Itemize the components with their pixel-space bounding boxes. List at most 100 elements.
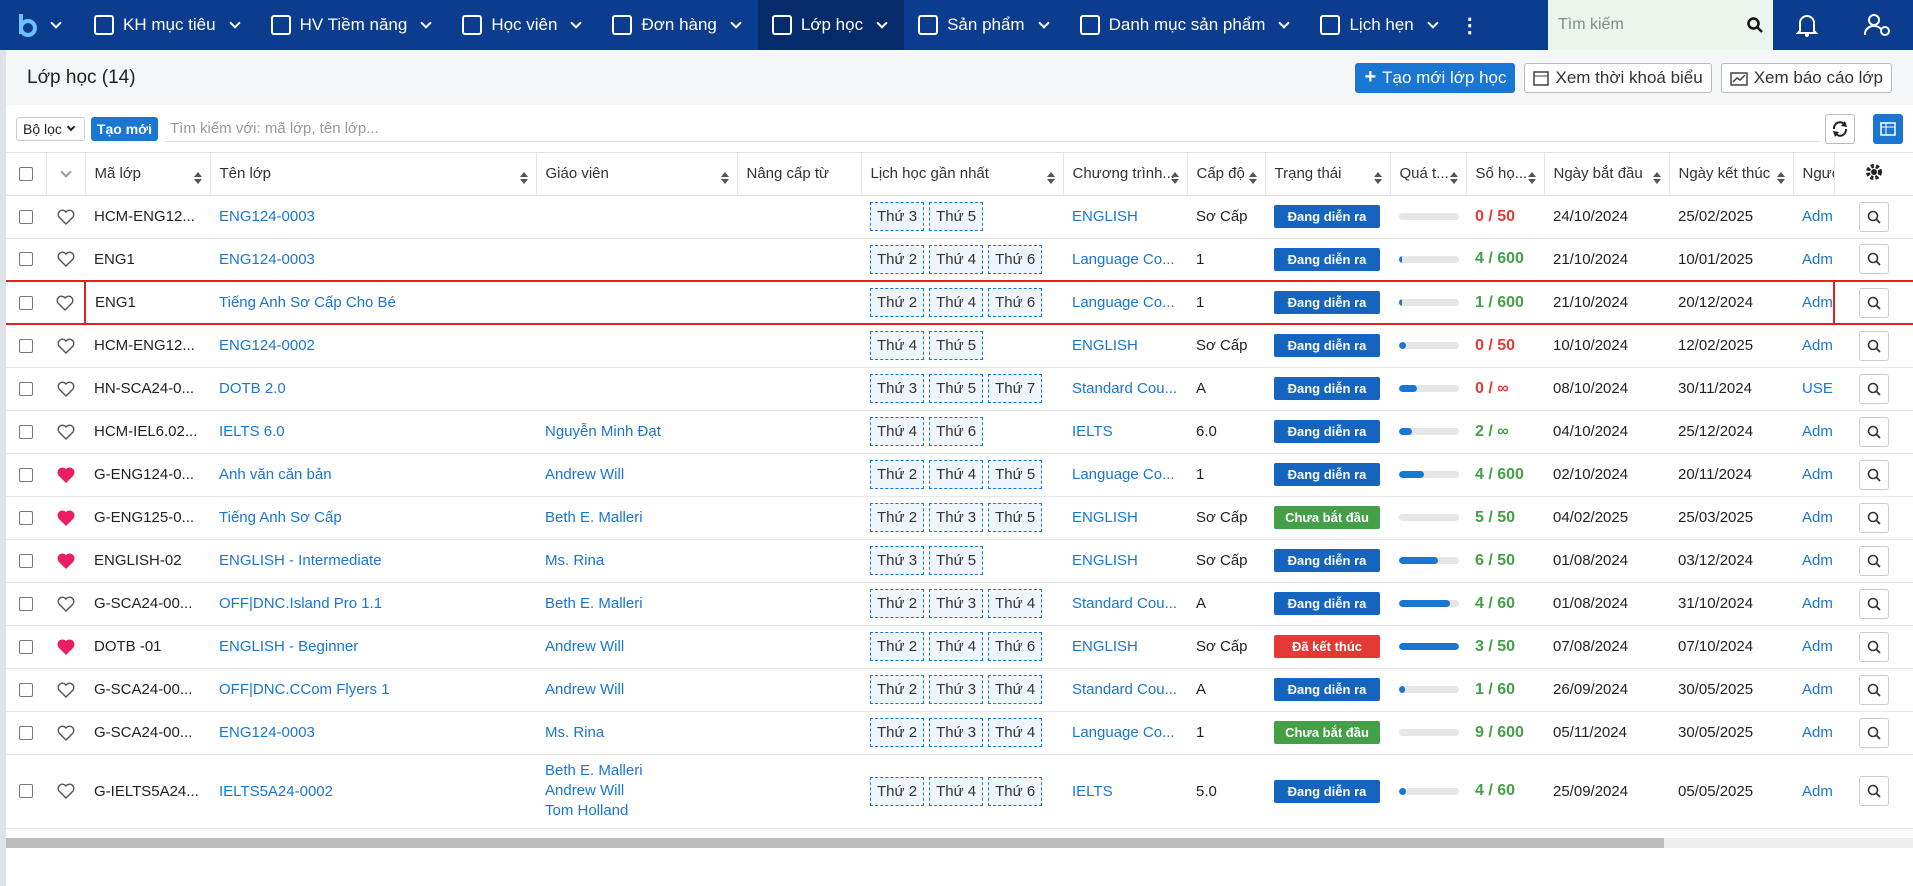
owner[interactable]: Adm <box>1793 668 1834 712</box>
teacher-name[interactable]: Beth E. Malleri <box>545 762 643 779</box>
class-name[interactable]: Tiếng Anh Sơ Cấp Cho Bé <box>210 280 536 325</box>
favorite-icon[interactable] <box>57 338 75 354</box>
view-button[interactable] <box>1859 287 1889 318</box>
checkbox[interactable] <box>19 295 33 310</box>
view-button[interactable] <box>1858 244 1889 275</box>
bell-icon[interactable] <box>1795 13 1818 37</box>
program[interactable]: Standard Cou... <box>1063 668 1187 712</box>
column-header[interactable]: Mã lớp <box>85 153 211 196</box>
favorite-icon[interactable] <box>57 553 75 569</box>
nav-item[interactable]: Sản phẩm <box>904 0 1066 50</box>
favorite-icon[interactable] <box>57 467 75 483</box>
class-name[interactable]: ENG124-0002 <box>210 324 536 368</box>
view-button[interactable] <box>1858 330 1889 361</box>
nav-search[interactable]: Tìm kiếm <box>1548 0 1773 50</box>
nav-item[interactable]: Đơn hàng <box>598 0 757 50</box>
checkbox[interactable] <box>19 209 33 224</box>
column-header[interactable]: Chương trình... <box>1063 153 1188 196</box>
view-button[interactable] <box>1858 201 1889 232</box>
create-button[interactable]: + Tạo mới lớp học <box>1355 62 1516 93</box>
column-header[interactable]: Trạng thái <box>1265 153 1391 196</box>
owner[interactable]: Adm <box>1793 625 1834 669</box>
class-name[interactable]: OFF|DNC.Island Pro 1.1 <box>210 582 536 626</box>
favorite-icon[interactable] <box>57 783 75 799</box>
favorite-icon[interactable] <box>57 639 75 655</box>
owner[interactable]: Adm <box>1793 496 1834 540</box>
program[interactable]: ENGLISH <box>1063 625 1187 669</box>
column-header[interactable]: Ngày bắt đầu <box>1544 153 1670 196</box>
checkbox[interactable] <box>19 553 33 568</box>
checkbox[interactable] <box>19 682 33 697</box>
logo[interactable] <box>0 0 80 50</box>
favorite-icon[interactable] <box>57 209 75 225</box>
checkbox[interactable] <box>19 784 33 798</box>
view-button[interactable] <box>1858 674 1889 705</box>
owner[interactable]: Adm <box>1793 582 1834 626</box>
column-header[interactable]: Số họ... <box>1466 153 1545 196</box>
owner[interactable]: Adm <box>1793 410 1834 454</box>
owner[interactable]: Adm <box>1793 280 1835 325</box>
scroll-thumb[interactable] <box>6 838 1664 848</box>
favorite-icon[interactable] <box>57 251 75 268</box>
column-header[interactable]: Cấp độ <box>1187 153 1266 196</box>
gear-icon[interactable] <box>1865 163 1883 181</box>
checkbox[interactable] <box>19 381 33 396</box>
favorite-icon[interactable] <box>57 424 75 440</box>
column-header[interactable]: Lịch học gần nhất <box>861 153 1064 196</box>
program[interactable]: ENGLISH <box>1063 324 1187 368</box>
view-button[interactable] <box>1858 459 1889 490</box>
column-header[interactable]: Giáo viên <box>536 153 738 196</box>
view-button[interactable] <box>1858 373 1889 404</box>
view-button[interactable] <box>1858 717 1889 748</box>
nav-item[interactable]: Học viên <box>448 0 598 50</box>
grid-view-button[interactable] <box>1873 113 1903 144</box>
owner[interactable]: Adm <box>1793 754 1834 829</box>
column-header[interactable]: Người <box>1793 153 1835 196</box>
teacher-name[interactable]: Ms. Rina <box>545 551 605 569</box>
h-scrollbar[interactable] <box>6 838 1913 848</box>
favorite-icon[interactable] <box>56 295 74 311</box>
teacher-name[interactable]: Beth E. Malleri <box>545 594 643 612</box>
checkbox[interactable] <box>19 424 33 439</box>
program[interactable]: Language Co... <box>1063 711 1187 755</box>
checkbox[interactable] <box>19 725 33 740</box>
teacher-name[interactable]: Andrew Will <box>545 680 625 698</box>
class-name[interactable]: OFF|DNC.CCom Flyers 1 <box>210 668 536 712</box>
program[interactable]: IELTS <box>1063 410 1187 454</box>
column-header[interactable]: Nâng cấp từ <box>737 153 862 196</box>
more-menu[interactable]: ⋮ <box>1459 14 1480 37</box>
nav-item[interactable]: Lớp học <box>757 0 905 50</box>
favorite-icon[interactable] <box>57 381 75 397</box>
favorite-icon[interactable] <box>57 682 75 698</box>
checkbox[interactable] <box>18 166 33 181</box>
class-name[interactable]: ENG124-0003 <box>210 195 536 239</box>
view-button[interactable] <box>1858 588 1889 619</box>
new-filter-button[interactable]: Tạo mới <box>90 116 158 141</box>
class-name[interactable]: DOTB 2.0 <box>210 367 536 411</box>
program[interactable]: ENGLISH <box>1063 195 1187 239</box>
checkbox[interactable] <box>19 510 33 525</box>
class-name[interactable]: ENGLISH - Intermediate <box>210 539 536 583</box>
view-button[interactable] <box>1858 631 1889 662</box>
program[interactable]: Language Co... <box>1063 453 1187 497</box>
teacher-name[interactable]: Tom Holland <box>545 802 629 819</box>
nav-item[interactable]: HV Tiềm năng <box>257 0 449 50</box>
program[interactable]: ENGLISH <box>1063 539 1187 583</box>
filter-select[interactable]: Bộ lọc <box>16 116 85 141</box>
favorite-icon[interactable] <box>57 596 75 612</box>
favorite-icon[interactable] <box>57 725 75 741</box>
teacher-name[interactable]: Nguyễn Minh Đạt <box>545 422 661 440</box>
view-button[interactable] <box>1858 502 1889 533</box>
program[interactable]: IELTS <box>1063 754 1187 829</box>
program[interactable]: Standard Cou... <box>1063 582 1187 626</box>
program[interactable]: ENGLISH <box>1063 496 1187 540</box>
user-icon[interactable] <box>1863 13 1891 37</box>
nav-item[interactable]: Lịch hẹn <box>1306 0 1454 50</box>
column-header[interactable]: Ngày kết thúc <box>1669 153 1794 196</box>
owner[interactable]: Adm <box>1793 539 1834 583</box>
class-name[interactable]: IELTS5A24-0002 <box>210 754 536 829</box>
class-name[interactable]: ENG124-0003 <box>210 711 536 755</box>
checkbox[interactable] <box>19 639 33 654</box>
owner[interactable]: Adm <box>1793 711 1834 755</box>
class-name[interactable]: Anh văn căn bản <box>210 453 536 497</box>
